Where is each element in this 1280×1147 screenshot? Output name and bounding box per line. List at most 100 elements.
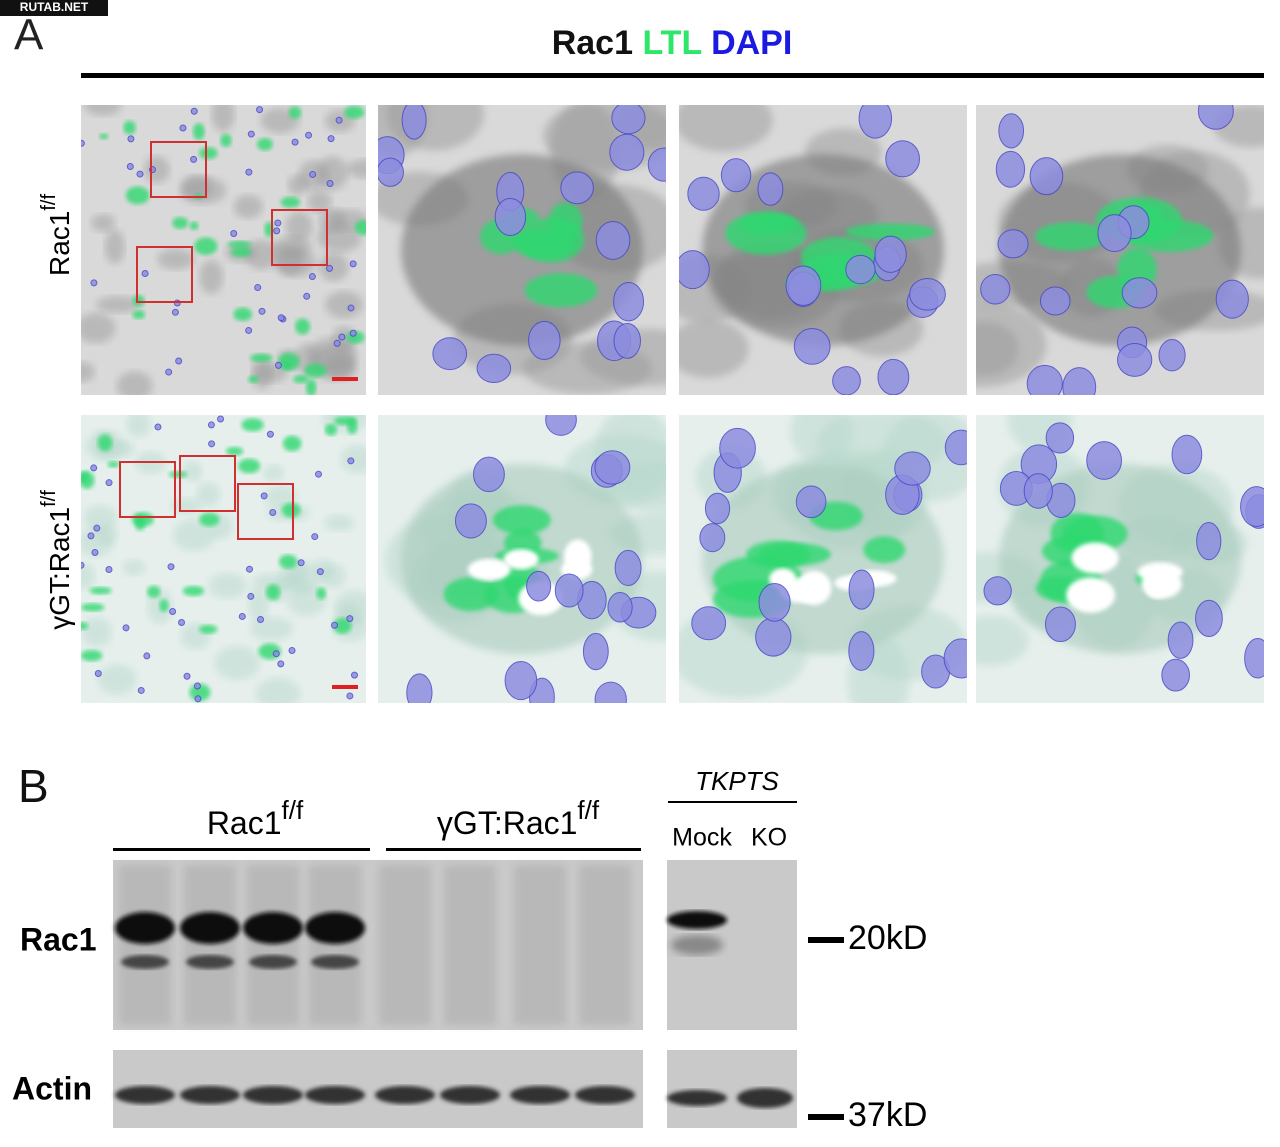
band xyxy=(375,1086,435,1104)
tissue xyxy=(319,208,346,233)
ltl-signal xyxy=(89,586,112,595)
tissue xyxy=(208,572,247,599)
nucleus xyxy=(335,116,343,124)
nucleus xyxy=(454,503,487,539)
marker-tick xyxy=(808,937,844,943)
lane-smear xyxy=(579,865,631,1025)
tissue xyxy=(307,190,332,213)
ltl-signal xyxy=(131,512,154,527)
nucleus xyxy=(193,682,201,690)
band xyxy=(440,1086,500,1104)
marker-label: 20kD xyxy=(848,919,927,957)
ltl-signal xyxy=(304,363,327,378)
scale-bar xyxy=(332,377,358,381)
nucleus xyxy=(351,671,359,679)
nucleus xyxy=(326,264,334,272)
lumen xyxy=(563,539,592,574)
nucleus xyxy=(476,353,512,383)
nucleus xyxy=(93,524,101,532)
nucleus xyxy=(245,326,253,334)
ltl-signal xyxy=(227,240,252,248)
group-label-sup: f/f xyxy=(577,795,599,825)
ltl-signal xyxy=(281,502,301,518)
nucleus xyxy=(432,337,468,371)
nucleus xyxy=(1029,157,1064,196)
title-rac1: Rac1 xyxy=(552,24,633,62)
nucleus xyxy=(554,573,584,608)
tissue xyxy=(308,337,357,373)
ltl-signal xyxy=(295,318,311,335)
nucleus xyxy=(720,158,752,193)
tissue xyxy=(91,214,116,232)
tissue xyxy=(199,259,224,295)
ltl-signal xyxy=(492,505,551,535)
tissue xyxy=(249,616,294,641)
tissue xyxy=(272,236,312,258)
ltl-signal xyxy=(316,587,327,600)
micrograph xyxy=(81,105,366,395)
group-label: Rac1f/f xyxy=(207,795,304,842)
lumen xyxy=(1066,577,1116,613)
panel-title: Rac1 LTL DAPI xyxy=(552,24,793,62)
tissue xyxy=(318,252,349,282)
nucleus xyxy=(1039,286,1071,316)
nucleus xyxy=(326,179,334,187)
micrograph-content xyxy=(378,415,666,703)
ltl-signal xyxy=(107,461,120,468)
nucleus xyxy=(122,624,130,632)
nucleus xyxy=(494,197,527,236)
ltl-signal xyxy=(159,599,169,612)
tissue xyxy=(83,504,117,532)
inset-box xyxy=(119,461,176,518)
title-ltl: LTL xyxy=(642,24,701,62)
nucleus xyxy=(1161,658,1190,692)
ltl-signal xyxy=(354,219,366,236)
nucleus xyxy=(757,172,784,206)
micrograph xyxy=(679,415,967,703)
nucleus xyxy=(347,304,355,312)
nucleus xyxy=(274,361,282,369)
ltl-signal xyxy=(123,120,136,135)
panel-label: A xyxy=(14,11,44,60)
nucleus xyxy=(154,423,162,431)
ltl-signal xyxy=(282,435,302,452)
tissue xyxy=(126,415,151,438)
nucleus xyxy=(595,220,631,260)
nucleus xyxy=(277,314,285,322)
nucleus xyxy=(194,695,202,703)
micrograph-content xyxy=(976,105,1264,395)
nucleus xyxy=(998,113,1025,149)
band xyxy=(121,955,169,969)
tissue xyxy=(287,174,309,196)
ltl-signal xyxy=(347,417,358,435)
micrograph xyxy=(976,105,1264,395)
ltl-signal xyxy=(511,230,575,258)
lumen xyxy=(1071,542,1119,574)
tissue xyxy=(97,664,137,695)
ltl-signal xyxy=(220,133,232,148)
nucleus xyxy=(647,147,666,182)
nucleus xyxy=(309,170,317,178)
nucleus xyxy=(1197,105,1234,130)
nucleus xyxy=(858,105,893,139)
nucleus xyxy=(230,229,238,237)
micrograph-content xyxy=(81,105,366,395)
nucleus xyxy=(785,265,822,306)
nucleus xyxy=(1026,364,1063,395)
cell-line: TKPTS xyxy=(695,766,779,796)
nucleus xyxy=(594,450,631,485)
tissue xyxy=(104,229,125,265)
ltl-signal xyxy=(324,423,338,436)
band xyxy=(667,1090,727,1106)
ltl-signal xyxy=(230,246,252,258)
nucleus xyxy=(877,358,910,395)
ltl-signal xyxy=(247,375,259,384)
row-label-base: Rac1 xyxy=(44,211,75,276)
ltl-signal xyxy=(199,512,220,527)
nucleus xyxy=(1023,473,1053,509)
nucleus xyxy=(256,106,264,114)
ltl-signal xyxy=(97,434,113,452)
band xyxy=(243,1086,303,1104)
micrograph xyxy=(378,415,666,703)
nucleus xyxy=(167,563,175,571)
